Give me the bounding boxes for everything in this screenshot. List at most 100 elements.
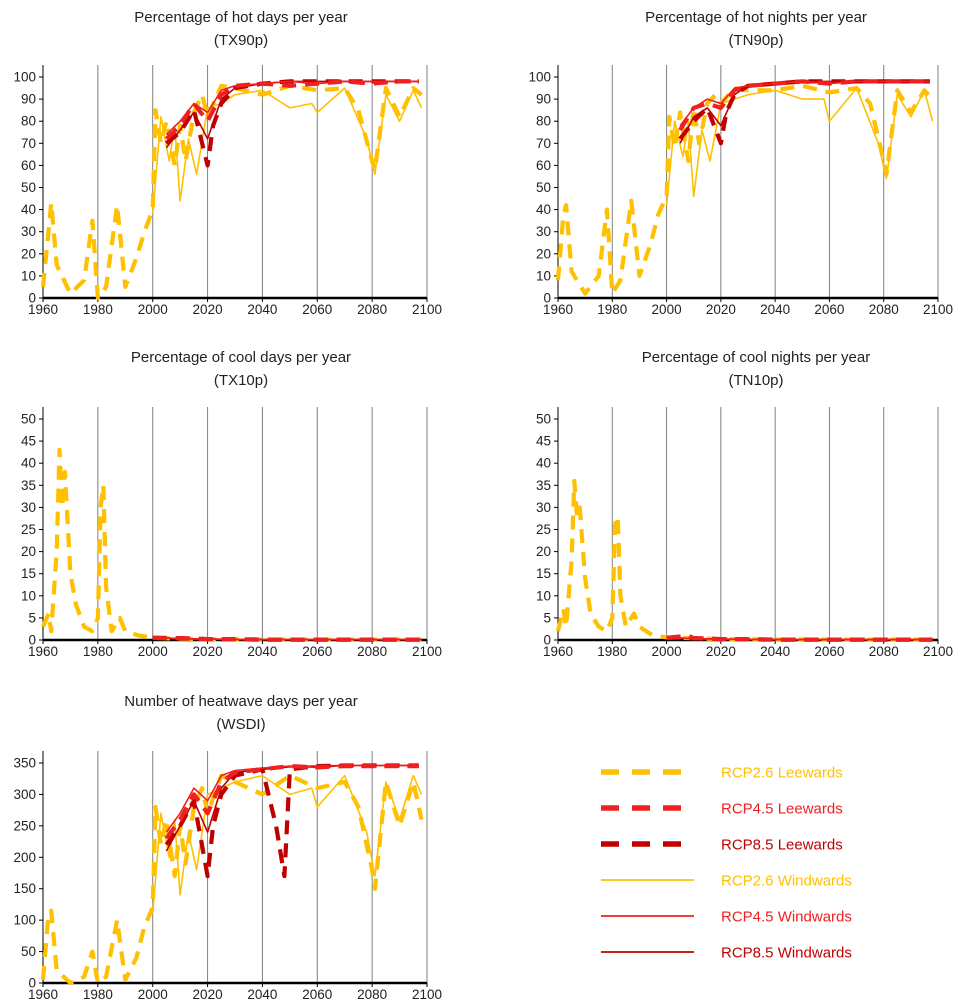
chart-subtitle: (TN90p) bbox=[728, 32, 783, 49]
x-tick-label: 2100 bbox=[412, 302, 442, 317]
x-tick-label: 2100 bbox=[923, 644, 953, 659]
chart-title: Percentage of cool days per year bbox=[131, 349, 351, 366]
y-tick-label: 30 bbox=[536, 224, 551, 239]
y-tick-label: 60 bbox=[21, 158, 36, 173]
x-tick-label: 1980 bbox=[597, 644, 627, 659]
legend-label: RCP4.5 Leewards bbox=[721, 801, 843, 818]
y-tick-label: 5 bbox=[543, 610, 551, 625]
legend-item: RCP2.6 Leewards bbox=[601, 765, 843, 782]
chart-subtitle: (TX90p) bbox=[214, 32, 268, 49]
legend-label: RCP8.5 Windwards bbox=[721, 945, 852, 962]
x-tick-label: 2000 bbox=[652, 644, 682, 659]
y-tick-label: 20 bbox=[536, 544, 551, 559]
y-tick-label: 15 bbox=[536, 566, 551, 581]
y-tick-label: 25 bbox=[21, 522, 36, 537]
y-tick-label: 30 bbox=[21, 500, 36, 515]
y-tick-label: 50 bbox=[21, 944, 36, 959]
x-tick-label: 2040 bbox=[247, 644, 277, 659]
x-tick-label: 2040 bbox=[247, 987, 277, 1002]
x-tick-label: 2080 bbox=[869, 644, 899, 659]
x-tick-label: 2000 bbox=[138, 644, 168, 659]
series-line bbox=[678, 79, 930, 132]
y-tick-label: 250 bbox=[13, 818, 36, 833]
chart-subtitle: (TX10p) bbox=[214, 372, 268, 389]
y-tick-label: 100 bbox=[13, 913, 36, 928]
x-tick-label: 2100 bbox=[412, 644, 442, 659]
y-tick-label: 40 bbox=[536, 202, 551, 217]
legend-label: RCP2.6 Leewards bbox=[721, 765, 843, 782]
x-tick-label: 2060 bbox=[814, 644, 844, 659]
x-tick-label: 2080 bbox=[357, 987, 387, 1002]
y-tick-label: 90 bbox=[21, 92, 36, 107]
y-tick-label: 60 bbox=[536, 158, 551, 173]
x-tick-label: 2060 bbox=[302, 644, 332, 659]
legend-label: RCP8.5 Leewards bbox=[721, 837, 843, 854]
series-line bbox=[152, 635, 422, 642]
x-tick-label: 2060 bbox=[814, 302, 844, 317]
chart-panel: Percentage of hot nights per year (TN90p)… bbox=[528, 9, 953, 317]
series-line bbox=[40, 773, 424, 986]
x-tick-label: 2100 bbox=[412, 987, 442, 1002]
y-tick-label: 25 bbox=[536, 522, 551, 537]
legend-label: RCP2.6 Windwards bbox=[721, 873, 852, 890]
x-tick-label: 2020 bbox=[193, 644, 223, 659]
chart-panel: Percentage of cool days per year (TX10p) 0… bbox=[21, 349, 442, 659]
y-tick-label: 30 bbox=[21, 224, 36, 239]
chart-subtitle: (TN10p) bbox=[728, 372, 783, 389]
series-line bbox=[40, 83, 423, 301]
y-tick-label: 90 bbox=[536, 92, 551, 107]
y-tick-label: 70 bbox=[536, 136, 551, 151]
x-tick-label: 1980 bbox=[597, 302, 627, 317]
y-tick-label: 150 bbox=[13, 881, 36, 896]
y-tick-label: 40 bbox=[21, 202, 36, 217]
x-tick-label: 2000 bbox=[138, 302, 168, 317]
chart-title: Number of heatwave days per year bbox=[124, 693, 357, 710]
x-tick-label: 2020 bbox=[193, 302, 223, 317]
y-tick-label: 50 bbox=[536, 180, 551, 195]
y-tick-label: 0 bbox=[28, 633, 36, 648]
y-tick-label: 40 bbox=[536, 456, 551, 471]
y-tick-label: 0 bbox=[28, 291, 36, 306]
x-tick-label: 1980 bbox=[83, 644, 113, 659]
x-tick-label: 1980 bbox=[83, 302, 113, 317]
x-tick-label: 2020 bbox=[706, 644, 736, 659]
y-tick-label: 100 bbox=[13, 70, 36, 85]
x-tick-label: 1960 bbox=[543, 302, 573, 317]
chart-panel: Number of heatwave days per year (WSDI) 0 5… bbox=[13, 693, 442, 1002]
x-tick-label: 1960 bbox=[28, 644, 58, 659]
y-tick-label: 10 bbox=[21, 588, 36, 603]
series-line bbox=[164, 79, 419, 141]
x-tick-label: 2040 bbox=[760, 302, 790, 317]
x-tick-label: 2000 bbox=[652, 302, 682, 317]
y-tick-label: 350 bbox=[13, 756, 36, 771]
y-tick-label: 50 bbox=[21, 412, 36, 427]
x-tick-label: 2080 bbox=[869, 302, 899, 317]
y-tick-label: 200 bbox=[13, 850, 36, 865]
x-tick-label: 2000 bbox=[138, 987, 168, 1002]
x-tick-label: 2020 bbox=[193, 987, 223, 1002]
chart-panel: Percentage of cool nights per year (TN10p… bbox=[536, 349, 953, 659]
chart-title: Percentage of hot days per year bbox=[134, 9, 347, 26]
legend-item: RCP2.6 Windwards bbox=[601, 873, 852, 890]
series-line bbox=[165, 79, 419, 168]
y-tick-label: 15 bbox=[21, 566, 36, 581]
y-tick-label: 20 bbox=[21, 544, 36, 559]
y-tick-label: 100 bbox=[528, 70, 551, 85]
y-tick-label: 80 bbox=[21, 114, 36, 129]
x-tick-label: 2060 bbox=[302, 987, 332, 1002]
legend-item: RCP4.5 Leewards bbox=[601, 801, 843, 818]
x-tick-label: 1960 bbox=[28, 987, 58, 1002]
chart-title: Percentage of hot nights per year bbox=[645, 9, 867, 26]
chart-title: Percentage of cool nights per year bbox=[642, 349, 870, 366]
y-tick-label: 20 bbox=[536, 246, 551, 261]
x-tick-label: 2080 bbox=[357, 644, 387, 659]
y-tick-label: 10 bbox=[536, 588, 551, 603]
series-line bbox=[164, 763, 419, 840]
y-tick-label: 10 bbox=[21, 268, 36, 283]
series-line bbox=[152, 636, 422, 641]
series-line bbox=[555, 478, 933, 642]
y-tick-label: 5 bbox=[28, 610, 36, 625]
y-tick-label: 20 bbox=[21, 246, 36, 261]
x-tick-label: 2100 bbox=[923, 302, 953, 317]
